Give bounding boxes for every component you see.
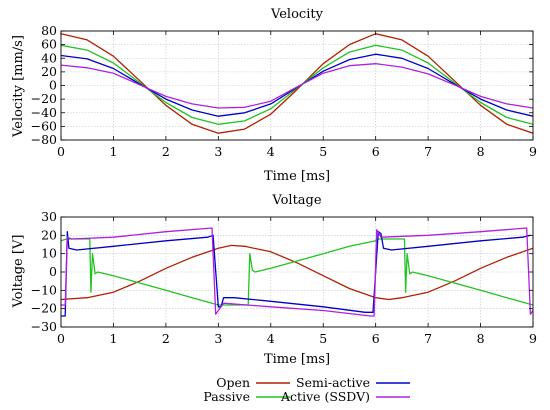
voltage-series-group: [61, 227, 533, 317]
voltage-ytick-label: −20: [31, 301, 57, 316]
voltage-ylabel: Voltage [V]: [11, 235, 26, 309]
voltage-xtick-label: 1: [109, 331, 117, 346]
voltage-panel: Voltage Voltage [V] Time [ms] 0 1 2 3 4 5 6 7 8 9…: [11, 193, 537, 367]
velocity-ytick-label: −40: [31, 105, 57, 120]
voltage-series-active-ssdv: [61, 227, 533, 317]
voltage-xtick-label: 5: [319, 331, 327, 346]
voltage-xtick-label: 0: [57, 331, 65, 346]
voltage-ytick-label: −30: [31, 319, 57, 334]
velocity-xtick-label: 6: [372, 144, 380, 159]
velocity-ytick-label: −80: [31, 132, 57, 147]
voltage-ytick-label: 30: [41, 209, 57, 224]
velocity-xtick-label: 1: [109, 144, 117, 159]
voltage-ytick-label: 0: [49, 264, 57, 279]
velocity-panel: Velocity Velocity [mm/s] Time [ms] 0 1 2 3 4…: [11, 7, 537, 184]
velocity-xtick-label: 4: [267, 144, 275, 159]
velocity-ytick-label: 80: [41, 23, 57, 38]
velocity-ytick-label: 20: [41, 64, 57, 79]
legend-label-passive: Passive: [203, 389, 250, 404]
velocity-title: Velocity: [270, 7, 324, 22]
voltage-xtick-label: 7: [424, 331, 432, 346]
velocity-xlabel: Time [ms]: [264, 169, 330, 184]
voltage-xtick-label: 2: [162, 331, 170, 346]
velocity-xtick-label: 0: [57, 144, 65, 159]
voltage-series-open: [61, 244, 533, 301]
voltage-xtick-label: 8: [477, 331, 485, 346]
velocity-series-passive: [61, 44, 533, 125]
velocity-series-open: [61, 33, 533, 134]
legend-label-semi-active: Semi-active: [296, 375, 370, 390]
voltage-xtick-label: 4: [267, 331, 275, 346]
velocity-xtick-label: 3: [214, 144, 222, 159]
voltage-xlabel: Time [ms]: [264, 352, 330, 367]
voltage-series-passive: [61, 238, 533, 306]
velocity-xtick-label: 9: [529, 144, 537, 159]
velocity-ylabel: Velocity [mm/s]: [11, 35, 26, 138]
voltage-ytick-label: −10: [31, 282, 57, 297]
velocity-xtick-label: 7: [424, 144, 432, 159]
voltage-series-semi-active: [61, 231, 531, 317]
velocity-ytick-label: −20: [31, 91, 57, 106]
velocity-series-active-ssdv: [61, 63, 533, 109]
velocity-ytick-label: 0: [49, 78, 57, 93]
velocity-series-group: [61, 33, 533, 134]
voltage-title: Voltage: [271, 193, 321, 208]
voltage-ytick-label: 20: [41, 227, 57, 242]
velocity-series-semi-active: [61, 53, 533, 117]
voltage-xtick-label: 9: [529, 331, 537, 346]
velocity-ytick-label: −60: [31, 118, 57, 133]
voltage-xtick-label: 3: [214, 331, 222, 346]
voltage-ytick-label: 10: [41, 246, 57, 261]
velocity-ytick-label: 60: [41, 37, 57, 52]
velocity-xtick-label: 2: [162, 144, 170, 159]
velocity-xtick-label: 8: [477, 144, 485, 159]
velocity-plot-frame: [60, 30, 534, 141]
legend-label-active-ssdv: Active (SSDV): [280, 389, 370, 404]
velocity-ytick-label: 40: [41, 50, 57, 65]
velocity-xtick-label: 5: [319, 144, 327, 159]
legend-label-open: Open: [216, 375, 250, 390]
voltage-xtick-label: 6: [372, 331, 380, 346]
